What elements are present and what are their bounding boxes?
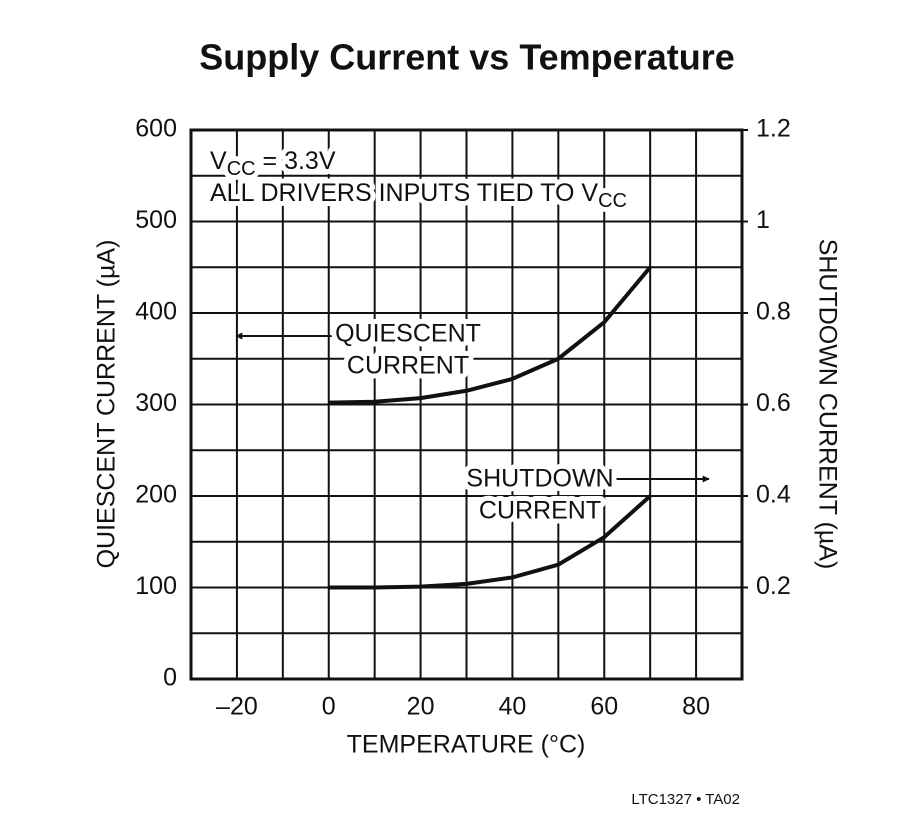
y2-tick-label: 1.2: [756, 115, 791, 143]
y2-tick-label: 0.8: [756, 298, 791, 326]
y2-tick-label: 0.4: [756, 481, 791, 509]
x-tick-label: 0: [322, 693, 336, 721]
series-label: QUIESCENT: [335, 320, 481, 348]
series-label: CURRENT: [479, 497, 601, 525]
x-tick-label: 60: [590, 693, 618, 721]
x-tick-label: 40: [499, 693, 527, 721]
subscript: CC: [598, 190, 627, 212]
x-tick-label: 20: [407, 693, 435, 721]
y-tick-label: 600: [135, 115, 177, 143]
y-axis-label: QUIESCENT CURRENT (µA): [93, 240, 121, 569]
text-segment: = 3.3V: [256, 147, 336, 175]
x-tick-label: 80: [682, 693, 710, 721]
y-tick-label: 100: [135, 572, 177, 600]
series-line: [328, 494, 652, 590]
series-label: SHUTDOWN: [466, 465, 613, 493]
series-label: CURRENT: [347, 352, 469, 380]
subscript: CC: [227, 158, 256, 180]
text-segment: V: [210, 147, 227, 175]
footnote: LTC1327 • TA02: [631, 791, 740, 808]
y2-tick-label: 0.2: [756, 572, 791, 600]
y2-tick-label: 1: [756, 206, 770, 234]
x-tick-label: –20: [216, 693, 258, 721]
y-tick-label: 300: [135, 389, 177, 417]
text-segment: ALL DRIVERS INPUTS TIED TO V: [210, 179, 598, 207]
y2-axis-label: SHUTDOWN CURRENT (µA): [813, 239, 841, 570]
y-tick-label: 0: [163, 664, 177, 692]
series-line: [328, 265, 652, 405]
y2-tick-label: 0.6: [756, 389, 791, 417]
y-tick-label: 200: [135, 481, 177, 509]
y-tick-label: 500: [135, 206, 177, 234]
grid: [189, 128, 744, 681]
y-tick-label: 400: [135, 298, 177, 326]
x-axis-label: TEMPERATURE (°C): [347, 731, 586, 759]
chart-title: Supply Current vs Temperature: [199, 37, 734, 78]
condition-text: VCC = 3.3V: [210, 147, 336, 181]
condition-text: ALL DRIVERS INPUTS TIED TO VCC: [210, 179, 627, 213]
